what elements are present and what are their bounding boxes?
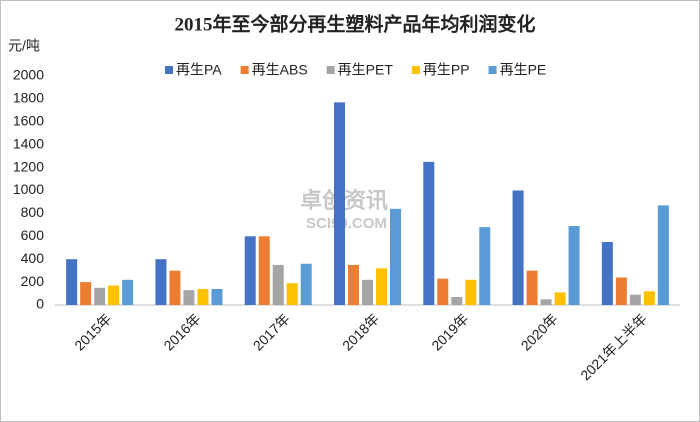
bar (80, 282, 92, 305)
y-tick-label: 400 (21, 250, 45, 266)
bar (601, 242, 613, 305)
bar (155, 259, 167, 305)
bar (94, 287, 106, 305)
y-axis-label: 元/吨 (8, 38, 40, 54)
bar (258, 236, 270, 305)
y-tick-label: 200 (21, 273, 45, 289)
y-tick-label: 1000 (13, 181, 44, 197)
bar (423, 161, 435, 305)
bar (629, 294, 641, 305)
bar (615, 277, 627, 305)
bar (108, 285, 120, 305)
bar (334, 102, 345, 306)
bar (122, 279, 134, 305)
bar (554, 292, 566, 305)
y-tick-label: 1800 (13, 90, 44, 106)
legend-label: 再生PA (176, 62, 222, 78)
y-tick-label: 0 (36, 296, 44, 312)
bar (169, 270, 181, 305)
bar (286, 283, 298, 305)
bar (362, 279, 373, 305)
legend-swatch (165, 66, 173, 74)
y-tick-label: 800 (21, 204, 45, 220)
bar (657, 205, 669, 305)
bar (526, 270, 538, 305)
bar (183, 290, 195, 305)
bar (479, 227, 491, 305)
y-tick-label: 2000 (13, 67, 44, 83)
legend-swatch (411, 66, 420, 74)
bar (465, 279, 477, 305)
bar (197, 288, 209, 305)
bar (512, 190, 524, 305)
bar (272, 264, 284, 305)
y-tick-label: 1200 (13, 158, 44, 174)
legend-swatch (326, 66, 335, 74)
legend-label: 再生PP (423, 62, 470, 78)
legend-swatch (488, 66, 497, 74)
watermark: SCI99.COM (306, 215, 387, 232)
y-tick-label: 1400 (13, 135, 44, 151)
y-tick-label: 600 (21, 227, 45, 243)
bar (244, 236, 256, 305)
bar (211, 288, 223, 305)
legend-label: 再生PE (500, 62, 547, 78)
bar (568, 225, 580, 305)
legend-swatch (240, 66, 249, 74)
chart-title: 2015年至今部分再生塑料产品年均利润变化 (174, 12, 535, 35)
bar (643, 291, 655, 305)
bar (390, 208, 401, 305)
y-tick-label: 1600 (13, 113, 44, 129)
bar (437, 278, 449, 305)
bar (66, 259, 78, 305)
bar (300, 263, 312, 305)
bar (451, 296, 463, 305)
legend-label: 再生ABS (252, 62, 308, 78)
bar (348, 264, 359, 305)
legend-label: 再生PET (338, 62, 394, 78)
bar (540, 299, 552, 305)
bar (376, 268, 387, 305)
